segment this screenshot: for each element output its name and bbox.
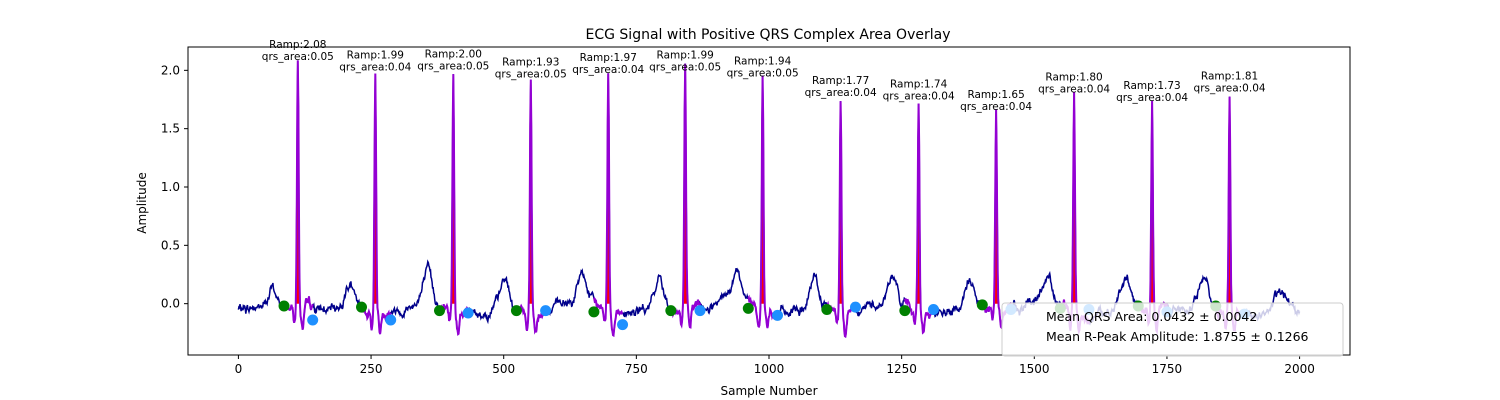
x-tick-label: 1500 (1019, 362, 1050, 376)
qrs-onset-marker (665, 305, 677, 317)
qrs-onset-marker (434, 305, 446, 317)
qrs-offset-marker (771, 309, 783, 321)
qrs-area-label: qrs_area:0.05 (417, 60, 489, 72)
qrs-area-label: qrs_area:0.05 (495, 69, 567, 81)
qrs-offset-marker (307, 314, 319, 326)
qrs-onset-marker (821, 304, 833, 315)
y-tick-label: 0.5 (161, 238, 180, 252)
qrs-offset-marker (927, 304, 939, 315)
legend-entry-mean-qrs-area: Mean QRS Area: 0.0432 ± 0.0042 (1046, 309, 1257, 324)
qrs-area-label: qrs_area:0.04 (805, 87, 877, 99)
qrs-offset-marker (694, 305, 706, 317)
qrs-area-label: qrs_area:0.05 (727, 67, 799, 79)
y-axis: 0.0 0.5 1.0 1.5 2.0 (161, 63, 188, 311)
x-axis-label: Sample Number (720, 384, 817, 398)
qrs-area-label: qrs_area:0.04 (883, 91, 955, 103)
r-amplitude-label: Ramp:1.74 (890, 79, 948, 91)
qrs-segment-line (283, 60, 314, 330)
qrs-area-label: qrs_area:0.05 (649, 62, 721, 74)
r-amplitude-label: Ramp:1.73 (1123, 80, 1180, 92)
qrs-area-label: qrs_area:0.04 (339, 62, 411, 74)
qrs-area-label: qrs_area:0.04 (960, 101, 1032, 113)
r-amplitude-label: Ramp:1.65 (967, 89, 1024, 101)
legend-entry-mean-r-peak-amplitude: Mean R-Peak Amplitude: 1.8755 ± 0.1266 (1046, 329, 1309, 344)
qrs-onset-marker (356, 301, 368, 313)
x-tick-label: 500 (492, 362, 515, 376)
x-tick-label: 1750 (1152, 362, 1183, 376)
qrs-offset-marker (462, 307, 474, 319)
r-amplitude-label: Ramp:1.81 (1201, 71, 1258, 83)
y-tick-label: 0.0 (161, 297, 180, 311)
qrs-onset-marker (976, 299, 988, 311)
qrs-onset-marker (899, 305, 911, 317)
y-tick-label: 1.5 (161, 122, 180, 136)
x-tick-label: 2000 (1284, 362, 1315, 376)
qrs-segment-line (592, 73, 624, 338)
r-amplitude-label: Ramp:1.77 (812, 75, 869, 87)
x-tick-label: 1000 (754, 362, 785, 376)
qrs-segment-line (903, 103, 935, 335)
qrs-offset-marker (849, 301, 861, 313)
y-tick-label: 2.0 (161, 63, 180, 77)
legend-box (1001, 302, 1344, 357)
qrs-onset-marker (278, 300, 290, 312)
legend: Mean QRS Area: 0.0432 ± 0.0042 Mean R-Pe… (1001, 302, 1344, 357)
qrs-area-label: qrs_area:0.04 (1038, 84, 1110, 96)
r-amplitude-label: Ramp:1.99 (347, 50, 404, 62)
qrs-offset-marker (617, 319, 629, 331)
qrs-area-label: qrs_area:0.04 (572, 64, 644, 76)
r-amplitude-label: Ramp:2.08 (269, 39, 326, 51)
r-amplitude-label: Ramp:1.94 (734, 55, 792, 67)
qrs-onset-marker (742, 302, 754, 314)
qrs-offset-marker (385, 314, 397, 326)
qrs-segment-line (515, 79, 547, 335)
qrs-area-label: qrs_area:0.05 (262, 51, 334, 63)
y-axis-label: Amplitude (135, 172, 149, 234)
x-tick-label: 1250 (886, 362, 917, 376)
qrs-area-label: qrs_area:0.04 (1116, 92, 1188, 104)
qrs-offset-marker (540, 305, 552, 317)
y-tick-label: 1.0 (161, 180, 180, 194)
r-amplitude-label: Ramp:1.97 (580, 52, 637, 64)
qrs-onset-marker (510, 305, 522, 317)
qrs-area-label: qrs_area:0.04 (1194, 83, 1266, 95)
qrs-onset-marker (588, 306, 600, 318)
chart-title: ECG Signal with Positive QRS Complex Are… (586, 27, 951, 43)
r-amplitude-label: Ramp:1.99 (657, 50, 714, 62)
x-tick-label: 750 (625, 362, 648, 376)
r-amplitude-label: Ramp:2.00 (425, 48, 482, 60)
qrs-segment-line (360, 73, 392, 335)
x-tick-label: 250 (360, 362, 383, 376)
r-amplitude-label: Ramp:1.93 (502, 57, 559, 69)
x-axis: 0 250 500 750 1000 1250 1500 1750 2000 (235, 355, 1315, 376)
r-amplitude-label: Ramp:1.80 (1045, 72, 1102, 84)
x-tick-label: 0 (235, 362, 243, 376)
